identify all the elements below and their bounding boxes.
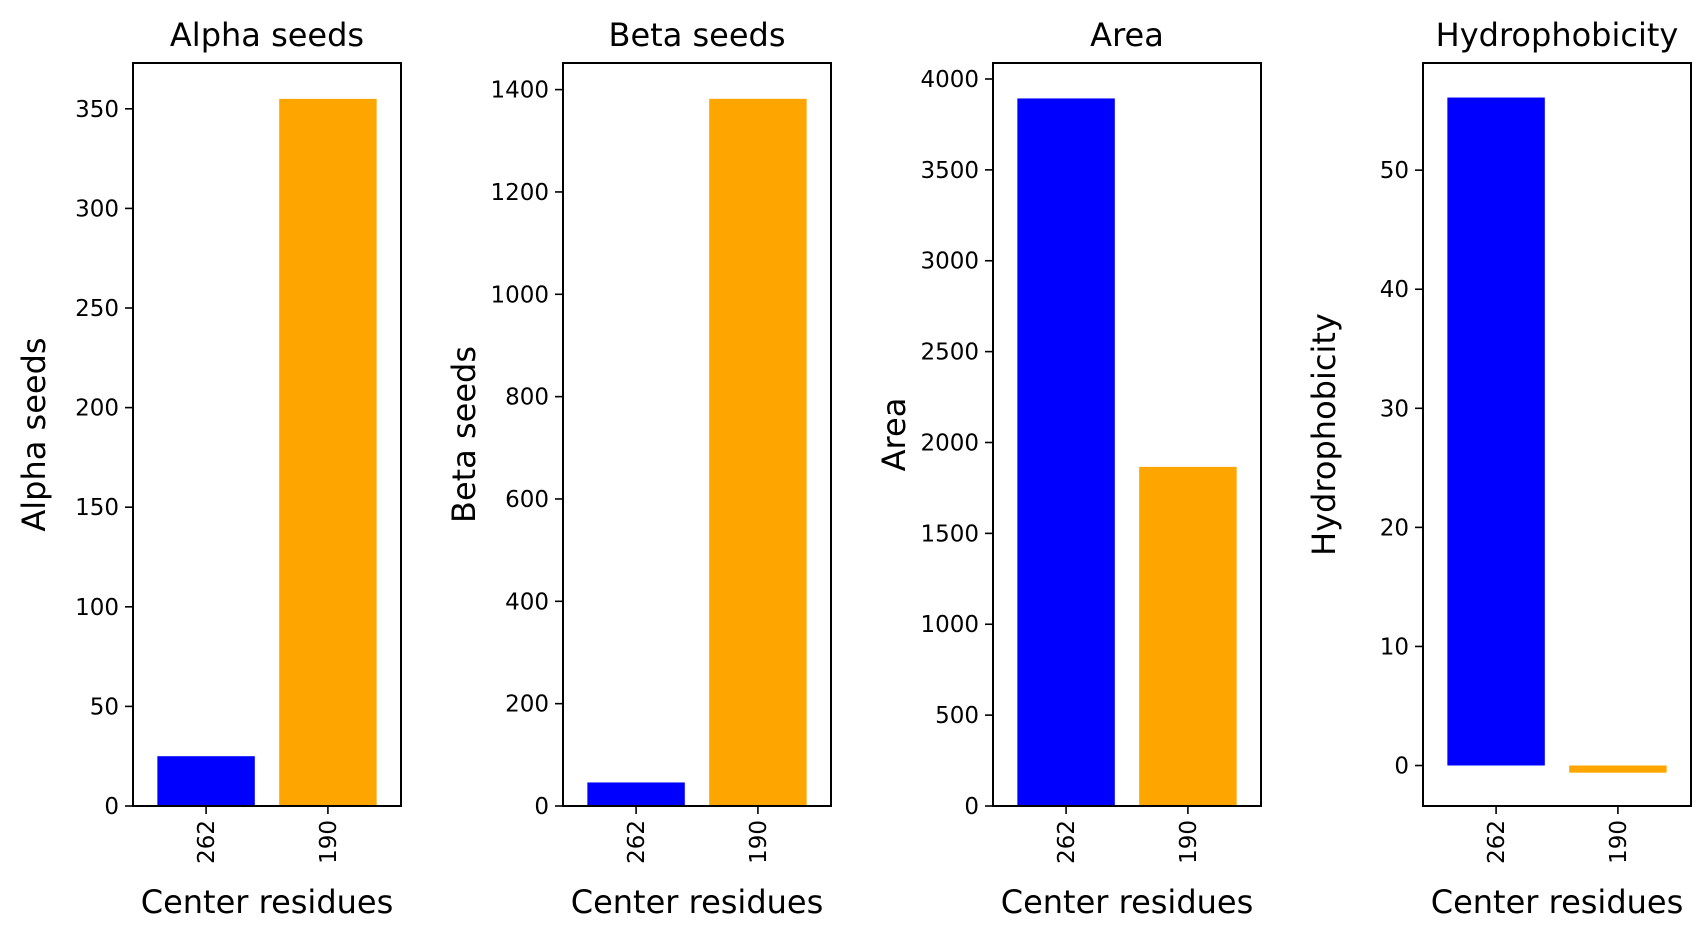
y-tick-label: 0: [534, 794, 549, 820]
y-tick-label: 800: [505, 385, 549, 411]
chart-panel-2: 0 200 400 600 800 1000 1200 1400 262 190 Beta seed…: [445, 16, 832, 921]
chart-panel-3: 0 500 1000 1500 2000 2500 3000 3500 4000 262 190 Ar…: [875, 16, 1262, 921]
y-tick-label: 150: [75, 495, 119, 521]
y-tick-label: 350: [75, 97, 119, 123]
bar-262: [157, 756, 255, 806]
y-tick-label: 200: [75, 396, 119, 422]
x-tick-label: 262: [194, 820, 220, 864]
x-tick-label: 262: [1484, 820, 1510, 864]
axes-frame: [562, 62, 832, 807]
x-tick-label: 190: [746, 820, 772, 864]
y-tick-label: 10: [1380, 634, 1409, 660]
chart-title: Alpha seeds: [170, 16, 364, 54]
y-tick-label: 300: [75, 196, 119, 222]
x-axis-label: Center residues: [1001, 883, 1254, 921]
x-axis-label: Center residues: [571, 883, 824, 921]
y-axis-label: Hydrophobicity: [1305, 313, 1343, 556]
y-tick-label: 1000: [920, 612, 979, 638]
y-tick-label: 1000: [490, 282, 549, 308]
chart-panel-4: 0 10 20 30 40 50 262 190 Hydrophobicity Center re…: [1305, 16, 1692, 921]
y-tick-label: 2500: [920, 340, 979, 366]
bar-262: [1017, 98, 1115, 807]
y-tick-label: 50: [90, 694, 119, 720]
axes-frame: [992, 62, 1262, 807]
x-tick-label: 190: [316, 820, 342, 864]
y-tick-label: 100: [75, 595, 119, 621]
bar-190: [709, 98, 807, 806]
bar-190: [279, 98, 377, 806]
chart-title: Hydrophobicity: [1436, 16, 1679, 54]
y-tick-label: 3500: [920, 158, 979, 184]
y-tick-label: 3000: [920, 249, 979, 275]
y-tick-label: 20: [1380, 515, 1409, 541]
chart-panel-1: 0 50 100 150 200 250 300 350 262 190 Alpha seeds Ce…: [15, 16, 402, 921]
y-tick-label: 30: [1380, 396, 1409, 422]
x-tick-label: 262: [624, 820, 650, 864]
y-tick-label: 600: [505, 487, 549, 513]
x-axis-label: Center residues: [1431, 883, 1684, 921]
x-axis-label: Center residues: [141, 883, 394, 921]
y-tick-label: 400: [505, 589, 549, 615]
y-tick-label: 200: [505, 692, 549, 718]
bar-190: [1139, 466, 1237, 806]
y-tick-label: 1200: [490, 180, 549, 206]
y-tick-label: 40: [1380, 277, 1409, 303]
y-axis-label: Alpha seeds: [15, 337, 53, 531]
x-tick-label: 190: [1606, 820, 1632, 864]
chart-title: Area: [1090, 16, 1164, 54]
bar-190: [1569, 765, 1667, 773]
x-tick-label: 262: [1054, 820, 1080, 864]
chart-title: Beta seeds: [609, 16, 786, 54]
y-tick-label: 250: [75, 296, 119, 322]
y-tick-label: 0: [104, 794, 119, 820]
y-tick-label: 1500: [920, 521, 979, 547]
y-tick-label: 0: [1394, 754, 1409, 780]
y-tick-label: 500: [935, 703, 979, 729]
y-axis-label: Area: [875, 398, 913, 472]
bar-262: [1447, 97, 1545, 766]
y-tick-label: 4000: [920, 67, 979, 93]
x-tick-label: 190: [1176, 820, 1202, 864]
axes-frame: [1422, 62, 1692, 807]
axes-frame: [132, 62, 402, 807]
y-tick-label: 2000: [920, 430, 979, 456]
y-tick-label: 50: [1380, 158, 1409, 184]
y-tick-label: 1400: [490, 78, 549, 104]
y-tick-label: 0: [964, 794, 979, 820]
y-axis-label: Beta seeds: [445, 346, 483, 523]
bar-262: [587, 782, 685, 806]
